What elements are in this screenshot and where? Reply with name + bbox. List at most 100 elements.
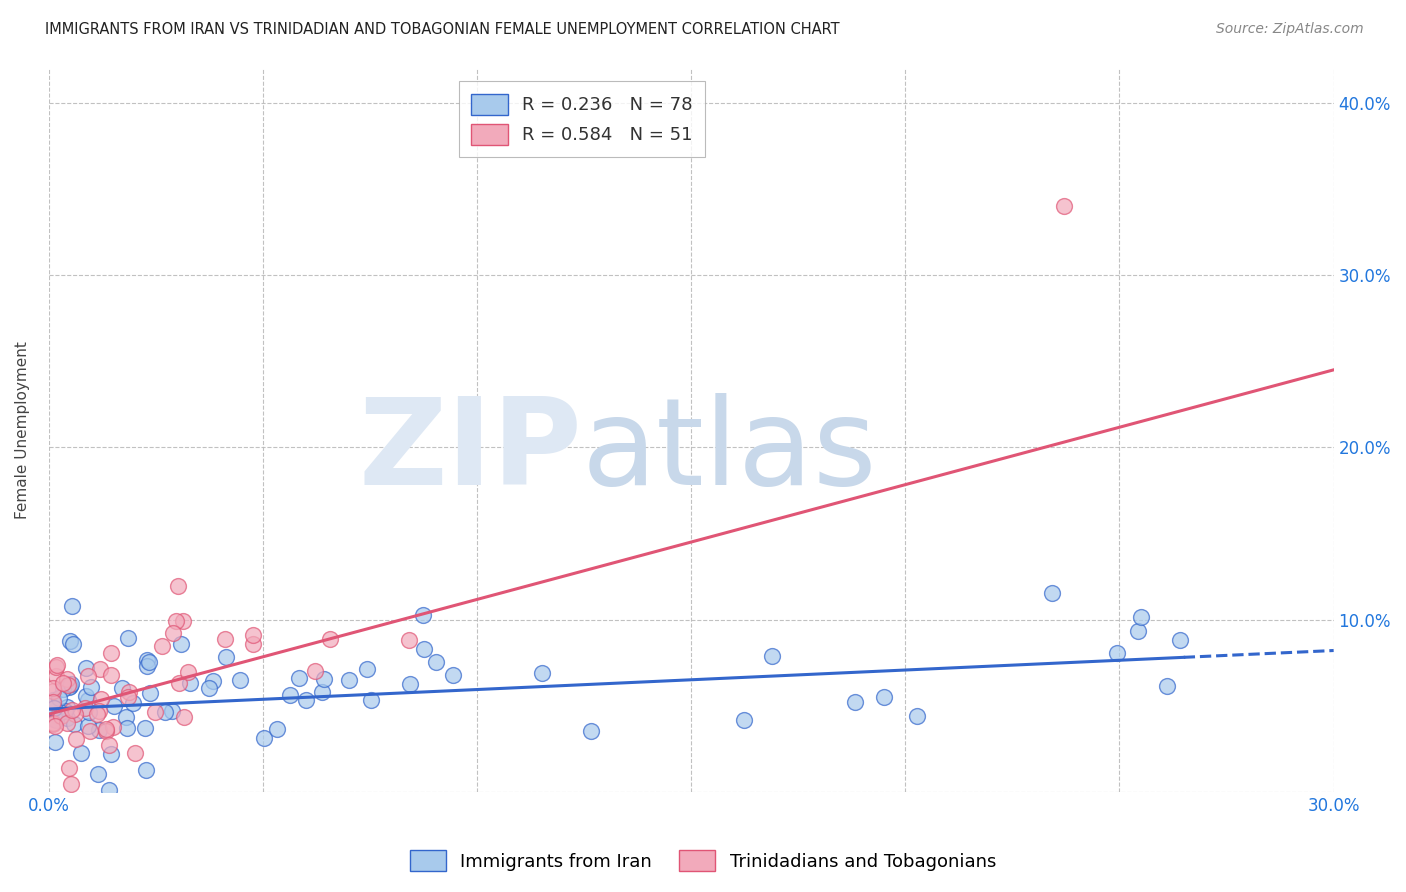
Point: [202, 673, 225, 688]
Text: ZIP: ZIP: [359, 393, 582, 510]
Point: [56, 678, 79, 692]
Point: [52, 676, 75, 690]
Point: [117, 690, 139, 705]
Point: [356, 663, 378, 677]
Point: [134, 721, 156, 735]
Point: [441, 667, 464, 681]
Point: [905, 709, 928, 723]
Point: [101, 720, 124, 734]
Point: [294, 693, 316, 707]
Point: [176, 665, 198, 679]
Point: [136, 659, 159, 673]
Point: [531, 666, 554, 681]
Point: [98, 783, 121, 797]
Point: [111, 681, 134, 695]
Point: [42, 681, 65, 695]
Point: [412, 608, 434, 623]
Legend: R = 0.236   N = 78, R = 0.584   N = 51: R = 0.236 N = 78, R = 0.584 N = 51: [458, 81, 706, 157]
Point: [86, 706, 108, 721]
Point: [314, 672, 336, 686]
Point: [278, 688, 301, 702]
Point: [76, 693, 98, 707]
Point: [56, 716, 79, 731]
Point: [165, 614, 187, 628]
Point: [287, 671, 309, 685]
Point: [1126, 624, 1149, 639]
Point: [100, 646, 122, 660]
Point: [45, 657, 67, 672]
Point: [1130, 610, 1153, 624]
Point: [139, 686, 162, 700]
Point: [69, 746, 91, 760]
Point: [135, 653, 157, 667]
Text: IMMIGRANTS FROM IRAN VS TRINIDADIAN AND TOBAGONIAN FEMALE UNEMPLOYMENT CORRELATI: IMMIGRANTS FROM IRAN VS TRINIDADIAN AND …: [45, 22, 839, 37]
Point: [79, 723, 101, 738]
Point: [117, 632, 139, 646]
Point: [76, 718, 98, 732]
Point: [242, 637, 264, 651]
Point: [122, 697, 145, 711]
Point: [65, 731, 87, 746]
Point: [42, 716, 65, 731]
Point: [59, 679, 82, 693]
Point: [45, 669, 67, 683]
Y-axis label: Female Unemployment: Female Unemployment: [15, 341, 30, 519]
Point: [42, 695, 65, 709]
Text: Source: ZipAtlas.com: Source: ZipAtlas.com: [1216, 22, 1364, 37]
Point: [58, 761, 80, 775]
Point: [42, 693, 65, 707]
Point: [311, 684, 333, 698]
Point: [62, 637, 84, 651]
Point: [124, 746, 146, 760]
Point: [89, 662, 111, 676]
Point: [873, 690, 896, 705]
Point: [844, 695, 866, 709]
Point: [75, 689, 97, 703]
Point: [86, 767, 108, 781]
Point: [48, 706, 70, 720]
Point: [266, 722, 288, 736]
Point: [242, 628, 264, 642]
Point: [169, 637, 191, 651]
Point: [44, 735, 66, 749]
Point: [77, 705, 100, 719]
Point: [150, 639, 173, 653]
Point: [412, 641, 434, 656]
Point: [100, 747, 122, 761]
Point: [360, 693, 382, 707]
Point: [42, 712, 65, 726]
Point: [167, 579, 190, 593]
Point: [398, 633, 420, 648]
Point: [337, 673, 360, 687]
Point: [304, 664, 326, 678]
Point: [59, 677, 82, 691]
Point: [56, 711, 79, 725]
Point: [44, 719, 66, 733]
Point: [98, 739, 121, 753]
Point: [253, 731, 276, 745]
Point: [173, 709, 195, 723]
Point: [60, 777, 83, 791]
Point: [135, 763, 157, 777]
Point: [761, 649, 783, 664]
Point: [215, 650, 238, 665]
Point: [179, 675, 201, 690]
Point: [75, 701, 97, 715]
Text: atlas: atlas: [582, 393, 877, 510]
Point: [103, 699, 125, 714]
Point: [75, 661, 97, 675]
Point: [1040, 586, 1063, 600]
Point: [42, 717, 65, 731]
Point: [197, 681, 219, 695]
Point: [56, 672, 79, 686]
Point: [581, 723, 603, 738]
Point: [49, 708, 72, 723]
Point: [1156, 679, 1178, 693]
Point: [80, 681, 103, 695]
Point: [52, 681, 75, 696]
Point: [59, 634, 82, 648]
Point: [90, 692, 112, 706]
Point: [60, 703, 83, 717]
Point: [53, 704, 76, 718]
Point: [76, 669, 98, 683]
